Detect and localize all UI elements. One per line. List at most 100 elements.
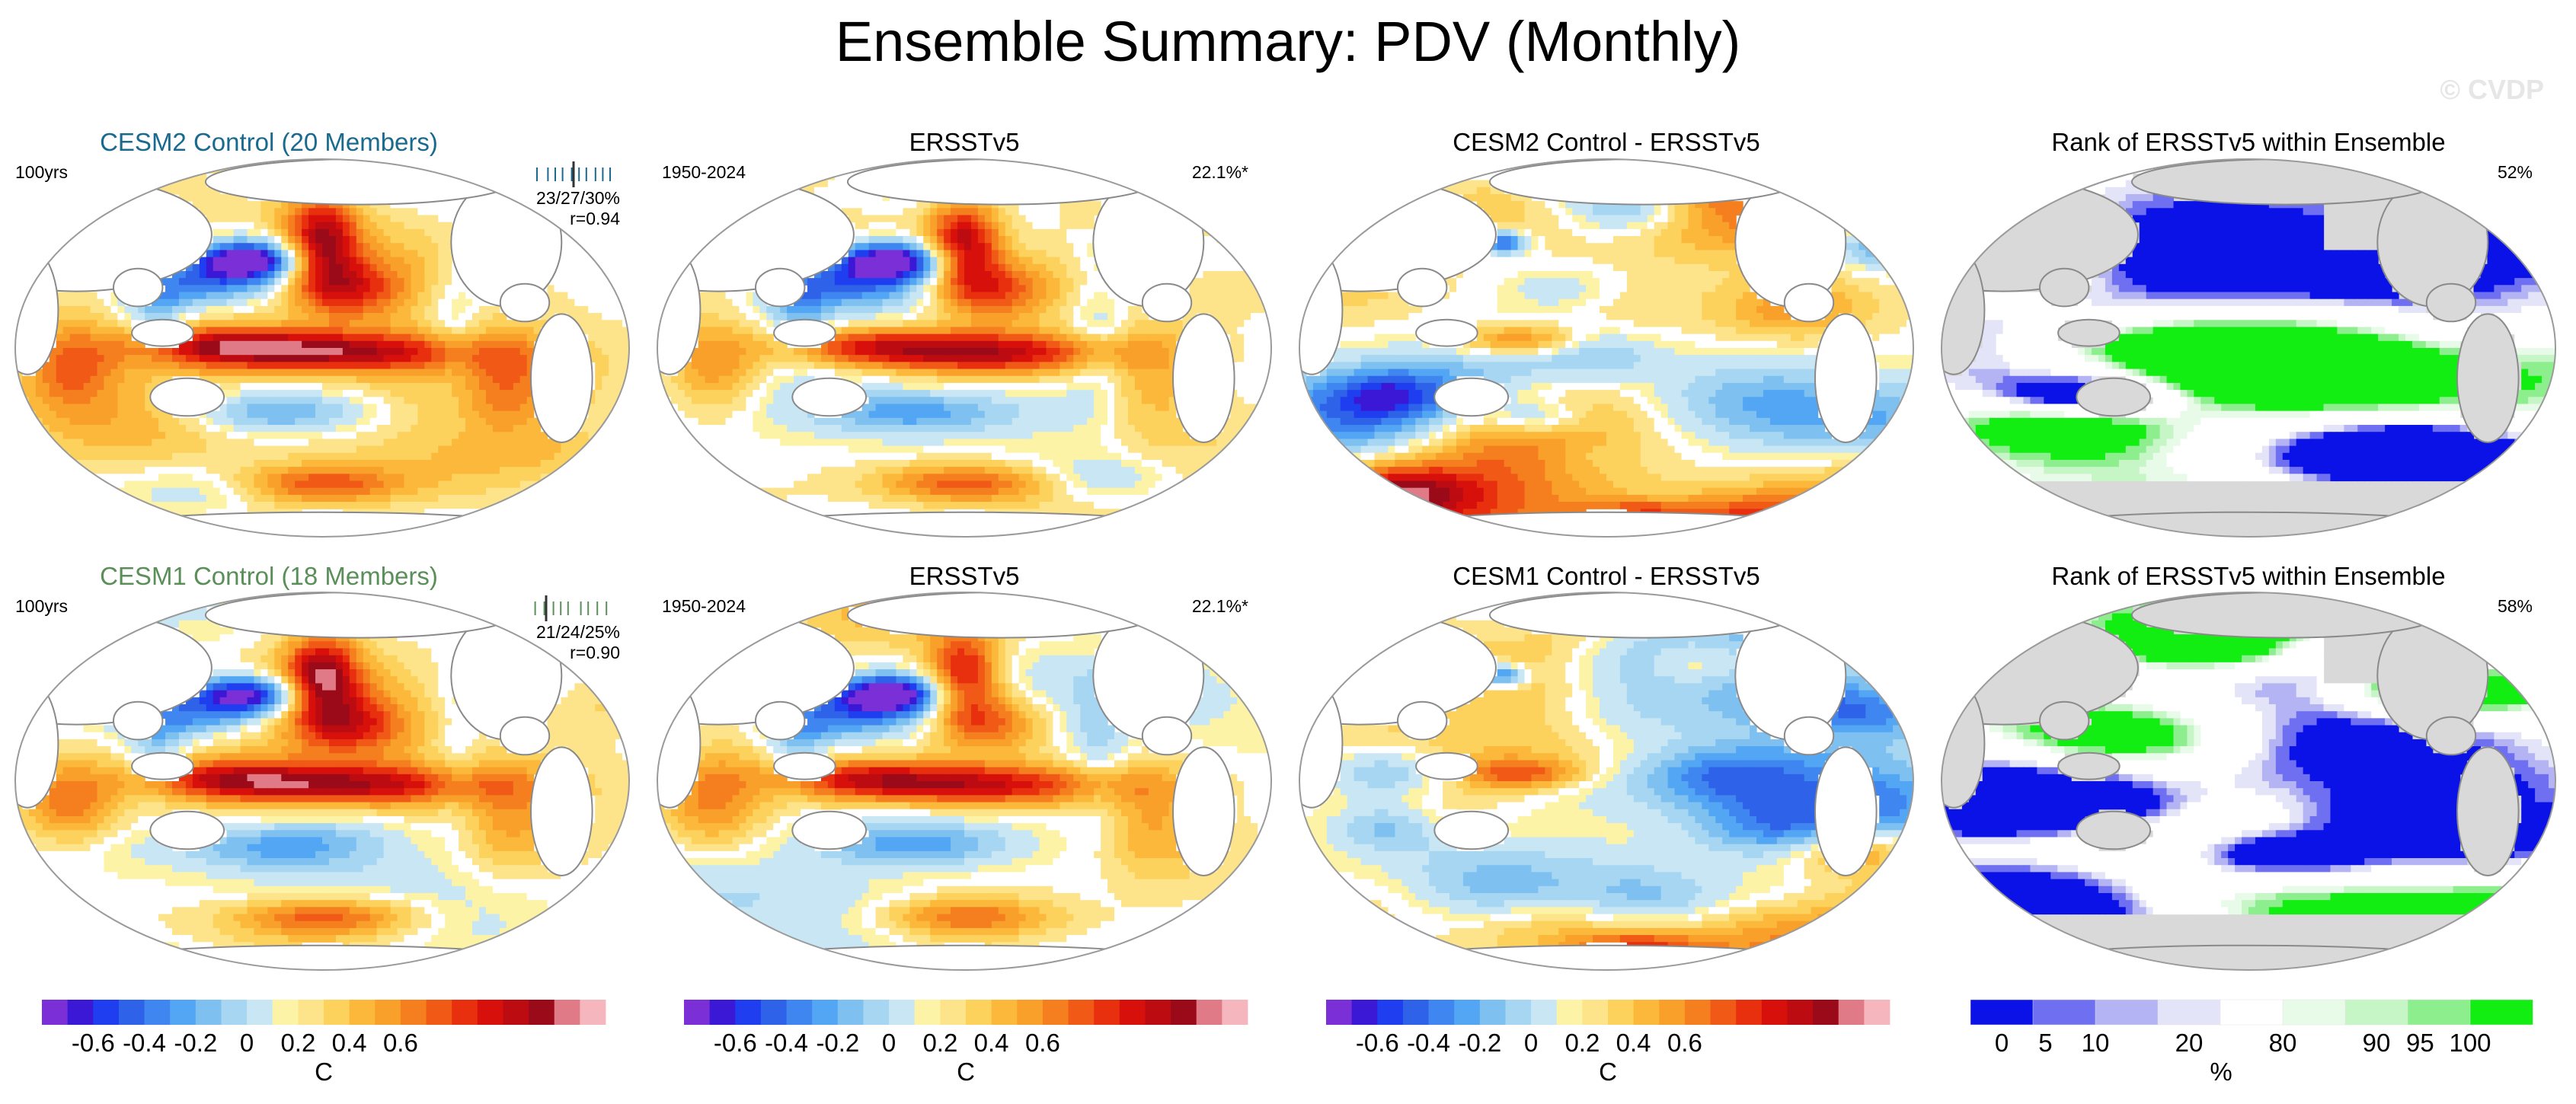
grid-cell — [254, 487, 261, 496]
grid-cell — [369, 228, 378, 237]
grid-cell — [233, 480, 241, 489]
grid-cell — [1039, 263, 1047, 272]
grid-cell — [76, 417, 85, 426]
grid-cell — [335, 467, 344, 474]
grid-cell — [90, 173, 98, 181]
grid-cell — [42, 410, 50, 419]
grid-cell — [397, 236, 405, 244]
grid-cell — [1196, 292, 1204, 300]
grid-cell — [397, 320, 405, 328]
grid-cell — [882, 257, 890, 265]
grid-cell — [342, 459, 350, 467]
grid-cell — [335, 340, 344, 349]
grid-cell — [438, 250, 446, 258]
grid-cell — [288, 348, 296, 356]
grid-cell — [533, 327, 542, 335]
grid-cell — [342, 445, 350, 454]
grid-cell — [240, 355, 248, 362]
grid-cell — [485, 159, 494, 167]
grid-cell — [178, 340, 187, 349]
grid-cell — [431, 313, 439, 321]
grid-cell — [998, 250, 1006, 258]
grid-cell — [1244, 327, 1251, 335]
grid-cell — [110, 292, 118, 300]
grid-cell — [322, 494, 330, 503]
grid-cell — [465, 452, 473, 461]
grid-cell — [602, 474, 609, 482]
grid-cell — [404, 222, 412, 230]
grid-cell — [138, 348, 145, 356]
grid-cell — [1155, 327, 1163, 335]
grid-cell — [909, 270, 917, 279]
grid-cell — [369, 305, 378, 314]
grid-cell — [199, 166, 207, 174]
grid-cell — [335, 243, 344, 251]
grid-cell — [233, 257, 241, 265]
grid-cell — [930, 257, 938, 265]
grid-cell — [397, 404, 405, 412]
grid-cell — [424, 208, 432, 216]
grid-cell — [615, 425, 623, 432]
grid-cell — [991, 250, 999, 258]
grid-cell — [1025, 208, 1034, 216]
grid-cell — [472, 425, 480, 432]
grid-cell — [485, 313, 494, 321]
grid-cell — [1059, 263, 1067, 272]
grid-cell — [581, 250, 589, 258]
grid-cell — [875, 208, 884, 216]
grid-cell — [335, 327, 344, 335]
grid-cell — [1087, 340, 1095, 349]
grid-cell — [438, 425, 446, 432]
grid-cell — [1066, 333, 1074, 342]
grid-cell — [472, 298, 480, 307]
grid-cell — [267, 369, 275, 377]
grid-cell — [185, 494, 193, 503]
grid-cell — [1066, 270, 1074, 279]
grid-cell — [356, 487, 364, 496]
grid-cell — [363, 285, 371, 293]
grid-cell — [595, 243, 602, 251]
grid-cell — [1203, 292, 1210, 300]
grid-cell — [492, 348, 500, 356]
grid-cell — [547, 487, 555, 496]
grid-cell — [213, 250, 221, 258]
grid-cell — [254, 397, 261, 405]
grid-cell — [342, 327, 350, 335]
grid-cell — [62, 487, 71, 496]
grid-cell — [930, 305, 938, 314]
grid-cell — [226, 397, 235, 405]
grid-cell — [459, 340, 466, 349]
grid-cell — [97, 159, 105, 167]
grid-cell — [1005, 208, 1013, 216]
grid-cell — [1005, 340, 1013, 349]
grid-cell — [848, 159, 856, 167]
grid-cell — [492, 159, 500, 167]
grid-cell — [267, 250, 275, 258]
grid-cell — [247, 292, 255, 300]
grid-cell — [281, 305, 289, 314]
grid-cell — [526, 173, 535, 181]
grid-cell — [411, 480, 418, 489]
grid-cell — [499, 313, 507, 321]
grid-cell — [417, 208, 425, 216]
grid-cell — [369, 494, 378, 503]
grid-cell — [459, 348, 466, 356]
grid-cell — [622, 487, 629, 496]
grid-cell — [328, 355, 337, 362]
grid-cell — [445, 270, 452, 279]
grid-cell — [349, 340, 357, 349]
grid-cell — [247, 382, 255, 391]
grid-cell — [554, 159, 562, 167]
grid-cell — [49, 474, 57, 482]
grid-cell — [970, 298, 979, 307]
grid-cell — [903, 305, 910, 314]
grid-cell — [855, 222, 863, 230]
grid-cell — [1087, 208, 1095, 216]
grid-cell — [76, 515, 85, 524]
grid-cell — [274, 222, 282, 230]
grid-cell — [957, 313, 965, 321]
grid-cell — [1012, 228, 1020, 237]
grid-cell — [199, 313, 207, 321]
grid-cell — [1039, 228, 1047, 237]
grid-cell — [62, 467, 71, 474]
